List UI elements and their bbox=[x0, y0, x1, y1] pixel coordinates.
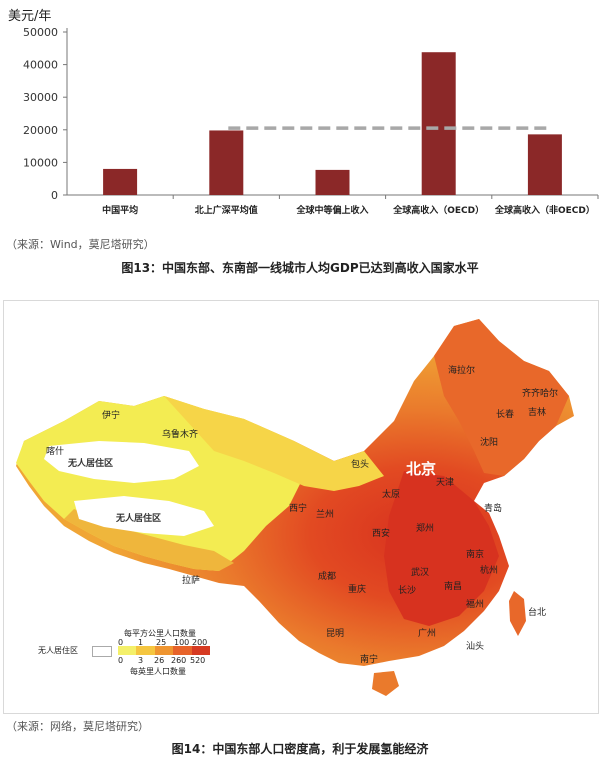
x-category-label: 北上广深平均值 bbox=[195, 204, 258, 216]
y-tick-label: 0 bbox=[51, 189, 58, 202]
map-city-label: 台北 bbox=[528, 608, 547, 618]
figure14-caption: 图14：中国东部人口密度高，利于发展氢能经济 bbox=[171, 742, 429, 756]
x-category-label: 中国平均 bbox=[102, 204, 138, 216]
bar bbox=[209, 130, 244, 195]
chart-y-axis-label: 美元/年 bbox=[8, 9, 52, 24]
legend-tick-top: 25 bbox=[156, 638, 167, 647]
east-coast-dense-area bbox=[384, 471, 499, 626]
figure13-caption: 图13：中国东部、东南部一线城市人均GDP已达到高收入国家水平 bbox=[121, 261, 479, 275]
map-label-uninhabited-1: 无人居住区 bbox=[68, 459, 114, 469]
legend-uninhabited-swatch bbox=[92, 646, 112, 657]
population-density-map: 北京 上海 无人居住区 无人居住区 海拉尔 齐齐哈尔 长春 吉林 沈阳 伊宁 乌… bbox=[3, 300, 599, 714]
northeast-area bbox=[434, 319, 569, 476]
legend-color-swatch bbox=[154, 646, 174, 655]
map-city-label: 昆明 bbox=[326, 629, 345, 639]
map-city-label: 杭州 bbox=[480, 566, 499, 576]
legend-color-swatch bbox=[118, 646, 137, 655]
legend-tick-top: 0 bbox=[118, 638, 124, 647]
map-city-label: 吉林 bbox=[528, 408, 547, 418]
legend-tick-bottom: 0 bbox=[118, 656, 124, 665]
legend-color-swatch bbox=[136, 646, 155, 655]
map-city-label: 南昌 bbox=[444, 582, 463, 592]
map-city-label: 汕头 bbox=[466, 642, 485, 652]
legend-color-bar bbox=[118, 646, 211, 655]
map-city-label: 天津 bbox=[436, 478, 455, 488]
legend-uninhabited-label: 无人居住区 bbox=[38, 646, 78, 655]
x-category-label: 全球中等偏上收入 bbox=[295, 204, 368, 216]
legend-tick-top: 200 bbox=[192, 638, 208, 647]
map-city-label: 长沙 bbox=[398, 586, 417, 596]
map-city-label: 喀什 bbox=[46, 447, 65, 457]
map-city-label: 福州 bbox=[466, 600, 485, 610]
map-city-label: 成都 bbox=[318, 572, 337, 582]
map-label-beijing: 北京 bbox=[406, 460, 437, 478]
y-tick-label: 30000 bbox=[23, 91, 58, 104]
northern-sparse-area bbox=[164, 396, 384, 491]
uninhabited-zone-2 bbox=[74, 496, 214, 536]
map-city-label: 武汉 bbox=[411, 568, 430, 578]
legend-tick-bottom: 26 bbox=[154, 656, 165, 665]
map-city-label: 西宁 bbox=[289, 504, 308, 514]
bar bbox=[315, 169, 350, 195]
map-city-label: 太原 bbox=[382, 490, 401, 500]
map-city-label: 南京 bbox=[466, 550, 485, 560]
map-label-shanghai: 上海 bbox=[512, 548, 532, 559]
legend-tick-bottom: 260 bbox=[171, 656, 187, 665]
figure13-source: （来源：Wind，莫尼塔研究） bbox=[6, 238, 155, 251]
y-tick-label: 50000 bbox=[23, 26, 58, 39]
legend-tick-top: 1 bbox=[138, 638, 144, 647]
figure14-source: （来源：网络，莫尼塔研究） bbox=[6, 720, 149, 733]
map-city-label: 长春 bbox=[496, 410, 515, 420]
map-city-label: 拉萨 bbox=[182, 576, 201, 586]
y-tick-label: 40000 bbox=[23, 59, 58, 72]
map-city-label: 沈阳 bbox=[480, 438, 499, 448]
map-city-label: 南宁 bbox=[360, 655, 379, 665]
legend-tick-bottom: 3 bbox=[138, 656, 144, 665]
legend-title-top: 每平方公里人口数量 bbox=[124, 629, 196, 638]
map-city-label: 西安 bbox=[372, 529, 391, 539]
hainan-island bbox=[372, 671, 399, 696]
map-city-label: 乌鲁木齐 bbox=[162, 430, 199, 440]
legend-color-swatch bbox=[191, 646, 211, 655]
uninhabited-zone-1 bbox=[44, 441, 199, 483]
bar bbox=[421, 52, 456, 195]
legend-tick-bottom: 520 bbox=[190, 656, 206, 665]
map-city-label: 伊宁 bbox=[102, 411, 121, 421]
y-tick-label: 10000 bbox=[23, 156, 58, 169]
map-city-label: 郑州 bbox=[416, 524, 435, 534]
legend-tick-top: 100 bbox=[174, 638, 190, 647]
map-city-label: 海拉尔 bbox=[448, 366, 476, 376]
bar bbox=[103, 168, 138, 195]
map-city-label: 兰州 bbox=[316, 510, 335, 520]
map-label-uninhabited-2: 无人居住区 bbox=[116, 514, 162, 524]
taiwan-island bbox=[509, 591, 526, 636]
y-tick-label: 20000 bbox=[23, 124, 58, 137]
bar bbox=[527, 134, 562, 195]
map-city-label: 齐齐哈尔 bbox=[522, 389, 559, 399]
x-category-label: 全球高收入（非OECD） bbox=[494, 204, 595, 216]
map-city-label: 重庆 bbox=[348, 585, 367, 595]
china-map-graphic bbox=[16, 319, 574, 696]
x-category-label: 全球高收入（OECD） bbox=[392, 204, 484, 216]
map-city-label: 广州 bbox=[418, 629, 437, 639]
legend-color-swatch bbox=[173, 646, 192, 655]
gdp-bar-chart: 0 10000 20000 30000 40000 50000 中国平均 北上广深平均值 全球中… bbox=[23, 26, 599, 216]
legend-title-bottom: 每英里人口数量 bbox=[130, 667, 186, 676]
map-city-label: 青岛 bbox=[484, 504, 503, 514]
map-city-label: 包头 bbox=[351, 460, 370, 470]
